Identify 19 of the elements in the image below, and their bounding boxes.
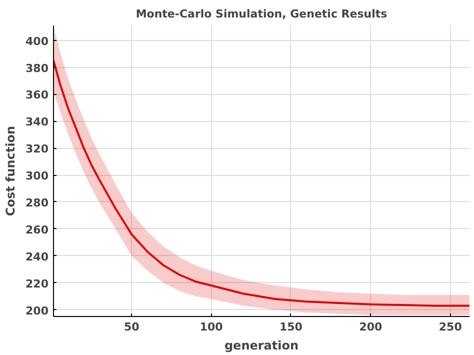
y-tick-label: 360 [26,88,49,102]
y-tick-label: 300 [26,170,49,183]
y-tick-label: 380 [26,62,49,75]
y-tick-label: 220 [26,277,49,290]
x-axis-title: generation [224,338,299,352]
y-axis-title: Cost function [4,126,18,216]
chart-title: Monte-Carlo Simulation, Genetic Results [136,8,388,20]
y-tick-label: 400 [26,34,49,48]
x-tick-label: 50 [124,320,140,334]
y-tick-label: 280 [26,196,49,210]
x-tick-label: 250 [438,320,462,334]
x-tick-label: 150 [280,320,303,334]
x-tick-label: 100 [200,320,224,334]
y-tick-label: 340 [26,116,49,129]
y-tick-label: 320 [26,142,49,156]
x-tick-label: 200 [359,320,383,334]
y-tick-label: 240 [26,250,49,264]
y-tick-label: 260 [26,223,49,236]
y-tick-label: 200 [26,304,49,318]
